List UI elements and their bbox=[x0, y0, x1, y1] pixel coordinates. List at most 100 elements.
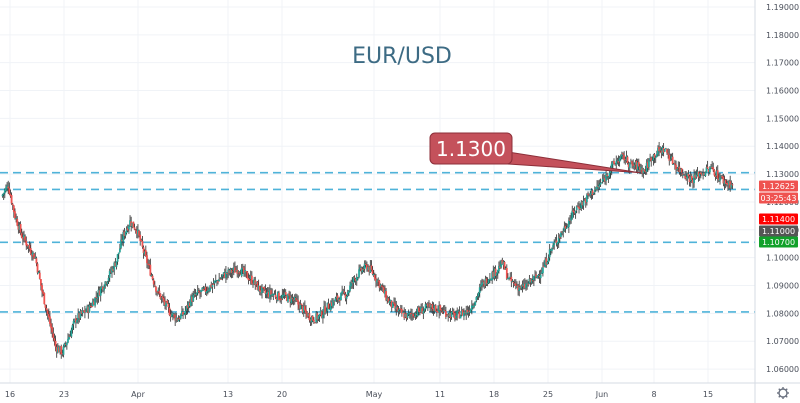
candle-up[interactable] bbox=[379, 284, 382, 287]
candle-up[interactable] bbox=[203, 287, 206, 289]
candle-down[interactable] bbox=[33, 253, 36, 259]
candle-down[interactable] bbox=[492, 271, 495, 278]
candle-down[interactable] bbox=[239, 273, 242, 276]
candle-up[interactable] bbox=[457, 310, 460, 312]
candle-down[interactable] bbox=[405, 313, 408, 319]
candle-down[interactable] bbox=[191, 296, 193, 302]
candle-down[interactable] bbox=[202, 288, 205, 290]
candle-down[interactable] bbox=[164, 300, 166, 306]
candle-down[interactable] bbox=[690, 175, 693, 181]
candle-down[interactable] bbox=[114, 262, 117, 267]
candle-up[interactable] bbox=[574, 210, 577, 214]
candle-down[interactable] bbox=[561, 231, 563, 233]
candle-down[interactable] bbox=[102, 287, 104, 290]
candle-up[interactable] bbox=[502, 261, 505, 266]
candle-up[interactable] bbox=[68, 336, 71, 340]
candle-up[interactable] bbox=[91, 301, 94, 307]
candle-down[interactable] bbox=[126, 228, 129, 231]
candle-up[interactable] bbox=[481, 283, 483, 286]
candle-up[interactable] bbox=[633, 165, 636, 167]
candle-down[interactable] bbox=[381, 286, 384, 288]
candle-down[interactable] bbox=[724, 180, 727, 184]
candle-down[interactable] bbox=[576, 206, 579, 208]
candle-down[interactable] bbox=[716, 170, 719, 179]
candle-up[interactable] bbox=[99, 288, 102, 296]
candle-down[interactable] bbox=[380, 285, 383, 287]
candle-down[interactable] bbox=[11, 203, 14, 206]
candle-down[interactable] bbox=[494, 268, 497, 276]
candle-down[interactable] bbox=[366, 264, 368, 270]
candle-up[interactable] bbox=[715, 171, 718, 177]
candle-down[interactable] bbox=[327, 303, 330, 309]
candle-down[interactable] bbox=[19, 224, 22, 233]
candle-up[interactable] bbox=[664, 148, 667, 150]
candle-down[interactable] bbox=[134, 229, 137, 231]
candle-down[interactable] bbox=[466, 309, 469, 313]
candle-up[interactable] bbox=[654, 156, 657, 158]
candle-up[interactable] bbox=[341, 291, 344, 294]
candle-down[interactable] bbox=[43, 292, 46, 305]
candle-up[interactable] bbox=[520, 285, 523, 289]
candle-up[interactable] bbox=[200, 290, 203, 293]
candle-up[interactable] bbox=[698, 173, 701, 177]
candle-down[interactable] bbox=[69, 335, 72, 337]
candle-down[interactable] bbox=[514, 283, 517, 287]
candle-up[interactable] bbox=[165, 301, 168, 307]
candle-up[interactable] bbox=[62, 346, 65, 355]
candle-up[interactable] bbox=[634, 161, 637, 165]
candle-down[interactable] bbox=[147, 263, 149, 265]
candle-down[interactable] bbox=[581, 201, 584, 206]
candle-down[interactable] bbox=[527, 283, 530, 285]
candle-up[interactable] bbox=[106, 281, 109, 285]
candle-down[interactable] bbox=[166, 300, 169, 304]
candle-up[interactable] bbox=[532, 276, 535, 281]
candle-down[interactable] bbox=[353, 277, 356, 279]
candle-down[interactable] bbox=[717, 178, 720, 180]
candle-up[interactable] bbox=[107, 277, 110, 281]
candle-up[interactable] bbox=[592, 193, 595, 195]
candle-down[interactable] bbox=[30, 254, 33, 257]
candle-up[interactable] bbox=[423, 308, 426, 311]
candle-up[interactable] bbox=[549, 249, 552, 251]
candle-up[interactable] bbox=[467, 311, 470, 314]
candle-up[interactable] bbox=[59, 346, 61, 353]
candle-down[interactable] bbox=[555, 240, 558, 244]
candle-up[interactable] bbox=[15, 218, 18, 220]
candle-down[interactable] bbox=[731, 184, 734, 186]
candle-down[interactable] bbox=[591, 190, 594, 195]
candle-down[interactable] bbox=[671, 156, 674, 164]
candle-down[interactable] bbox=[712, 167, 715, 171]
candle-down[interactable] bbox=[38, 272, 41, 279]
candle-down[interactable] bbox=[219, 278, 222, 280]
candle-up[interactable] bbox=[522, 283, 525, 287]
candle-up[interactable] bbox=[424, 304, 427, 310]
candle-down[interactable] bbox=[360, 268, 363, 272]
candle-down[interactable] bbox=[285, 295, 288, 301]
candle-up[interactable] bbox=[460, 310, 463, 315]
candle-up[interactable] bbox=[282, 295, 285, 297]
candle-up[interactable] bbox=[539, 274, 542, 279]
candle-up[interactable] bbox=[616, 160, 619, 162]
candle-up[interactable] bbox=[299, 304, 302, 310]
candle-down[interactable] bbox=[297, 300, 300, 305]
candle-up[interactable] bbox=[659, 149, 662, 151]
candle-down[interactable] bbox=[387, 298, 390, 303]
candle-up[interactable] bbox=[157, 289, 160, 292]
candle-down[interactable] bbox=[199, 292, 201, 294]
candle-up[interactable] bbox=[196, 290, 199, 294]
candle-up[interactable] bbox=[346, 292, 349, 296]
candle-up[interactable] bbox=[391, 302, 394, 308]
candle-down[interactable] bbox=[161, 296, 164, 299]
candle-up[interactable] bbox=[476, 296, 479, 298]
candle-down[interactable] bbox=[45, 308, 48, 311]
candle-up[interactable] bbox=[257, 285, 260, 291]
candle-down[interactable] bbox=[174, 315, 177, 321]
candle-up[interactable] bbox=[218, 278, 221, 282]
candle-up[interactable] bbox=[349, 285, 351, 291]
candle-up[interactable] bbox=[79, 311, 82, 318]
candle-down[interactable] bbox=[133, 227, 136, 230]
candle-up[interactable] bbox=[255, 281, 258, 285]
candle-down[interactable] bbox=[510, 276, 513, 282]
candle-up[interactable] bbox=[310, 317, 313, 323]
candle-down[interactable] bbox=[46, 310, 49, 315]
